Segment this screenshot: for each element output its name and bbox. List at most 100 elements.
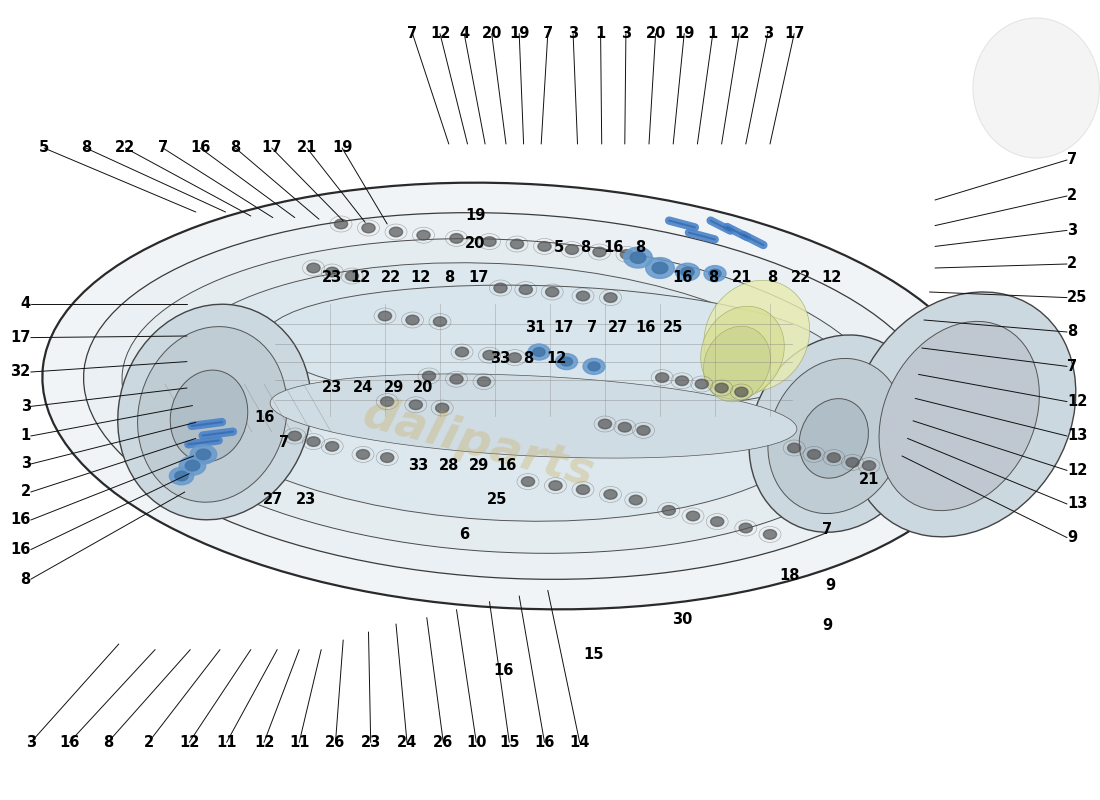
Circle shape — [422, 371, 436, 381]
Text: 12: 12 — [430, 26, 450, 41]
Text: 9: 9 — [825, 578, 836, 593]
Text: 12: 12 — [179, 735, 199, 750]
Circle shape — [662, 506, 675, 515]
Circle shape — [576, 291, 590, 301]
Text: 19: 19 — [332, 141, 352, 155]
Text: 2: 2 — [143, 735, 154, 750]
Text: 20: 20 — [414, 381, 433, 395]
Text: 6: 6 — [459, 527, 470, 542]
Circle shape — [381, 397, 394, 406]
Circle shape — [334, 219, 348, 229]
Circle shape — [538, 242, 551, 251]
Circle shape — [549, 481, 562, 490]
Circle shape — [450, 234, 463, 243]
Text: 16: 16 — [494, 663, 514, 678]
Ellipse shape — [271, 374, 796, 458]
Text: 16: 16 — [636, 321, 656, 335]
Text: 8: 8 — [1067, 325, 1077, 339]
Circle shape — [169, 467, 194, 485]
Text: 19: 19 — [674, 26, 694, 41]
Text: daliparts: daliparts — [358, 391, 600, 497]
Text: 12: 12 — [729, 26, 749, 41]
Text: 22: 22 — [116, 141, 135, 155]
Text: 29: 29 — [469, 458, 488, 473]
Circle shape — [565, 245, 579, 254]
Text: 8: 8 — [102, 735, 113, 750]
Text: 12: 12 — [254, 735, 274, 750]
Text: 5: 5 — [553, 241, 564, 255]
Circle shape — [711, 517, 724, 526]
Text: 11: 11 — [289, 735, 309, 750]
Ellipse shape — [701, 306, 784, 398]
Ellipse shape — [849, 292, 1076, 537]
Text: 7: 7 — [407, 26, 418, 41]
Text: 8: 8 — [767, 270, 778, 285]
Ellipse shape — [800, 398, 868, 478]
Text: 1: 1 — [707, 26, 718, 41]
Circle shape — [508, 353, 521, 362]
Circle shape — [433, 317, 447, 326]
Circle shape — [477, 377, 491, 386]
Text: 7: 7 — [542, 26, 553, 41]
Circle shape — [307, 437, 320, 446]
Ellipse shape — [879, 322, 1040, 510]
Text: 28: 28 — [439, 458, 459, 473]
Text: 16: 16 — [672, 270, 692, 285]
Text: 25: 25 — [487, 493, 507, 507]
Text: 33: 33 — [491, 351, 510, 366]
Text: 10: 10 — [466, 735, 486, 750]
Text: 25: 25 — [1067, 290, 1088, 305]
Text: 2: 2 — [21, 485, 31, 499]
Circle shape — [528, 344, 550, 360]
Text: 3: 3 — [21, 457, 31, 471]
Text: 20: 20 — [482, 26, 502, 41]
Circle shape — [735, 387, 748, 397]
Circle shape — [326, 442, 339, 451]
Circle shape — [704, 266, 726, 282]
Circle shape — [675, 263, 700, 281]
Text: 12: 12 — [1067, 463, 1088, 478]
Text: 5: 5 — [39, 141, 50, 155]
Text: 27: 27 — [608, 321, 628, 335]
Circle shape — [846, 458, 859, 467]
Text: 8: 8 — [707, 270, 718, 285]
Circle shape — [675, 376, 689, 386]
Text: 8: 8 — [21, 572, 31, 586]
Text: 17: 17 — [469, 270, 488, 285]
Text: 14: 14 — [570, 735, 590, 750]
Text: 19: 19 — [509, 26, 529, 41]
Circle shape — [436, 403, 449, 413]
Text: 17: 17 — [553, 321, 573, 335]
Text: 3: 3 — [762, 26, 773, 41]
Ellipse shape — [43, 182, 991, 610]
Circle shape — [483, 350, 496, 360]
Circle shape — [409, 400, 422, 410]
Circle shape — [739, 523, 752, 533]
Text: 27: 27 — [263, 493, 283, 507]
Circle shape — [681, 267, 694, 277]
Text: 12: 12 — [410, 270, 430, 285]
Circle shape — [179, 456, 206, 475]
Circle shape — [583, 358, 605, 374]
Ellipse shape — [749, 335, 927, 532]
Circle shape — [656, 373, 669, 382]
Circle shape — [652, 262, 668, 274]
Circle shape — [604, 293, 617, 302]
Text: 25: 25 — [663, 321, 683, 335]
Text: 23: 23 — [322, 270, 342, 285]
Ellipse shape — [974, 18, 1100, 158]
Text: 7: 7 — [1067, 153, 1077, 167]
Circle shape — [695, 379, 708, 389]
Text: 2: 2 — [1067, 189, 1077, 203]
Circle shape — [417, 230, 430, 240]
Circle shape — [450, 374, 463, 384]
Circle shape — [483, 237, 496, 246]
Ellipse shape — [704, 326, 770, 402]
Text: 13: 13 — [1067, 429, 1088, 443]
Text: 3: 3 — [21, 399, 31, 414]
Text: 16: 16 — [59, 735, 79, 750]
Text: 20: 20 — [646, 26, 666, 41]
Text: 18: 18 — [780, 569, 800, 583]
Circle shape — [646, 258, 674, 278]
Circle shape — [604, 490, 617, 499]
